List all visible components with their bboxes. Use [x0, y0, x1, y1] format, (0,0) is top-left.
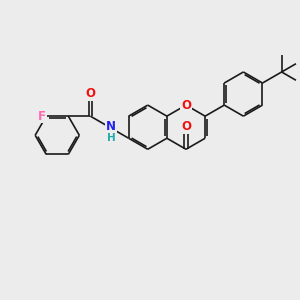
- Text: H: H: [106, 134, 115, 143]
- Text: O: O: [85, 87, 95, 100]
- Text: N: N: [106, 120, 116, 133]
- Text: O: O: [181, 99, 191, 112]
- Text: O: O: [181, 121, 191, 134]
- Text: F: F: [38, 110, 46, 123]
